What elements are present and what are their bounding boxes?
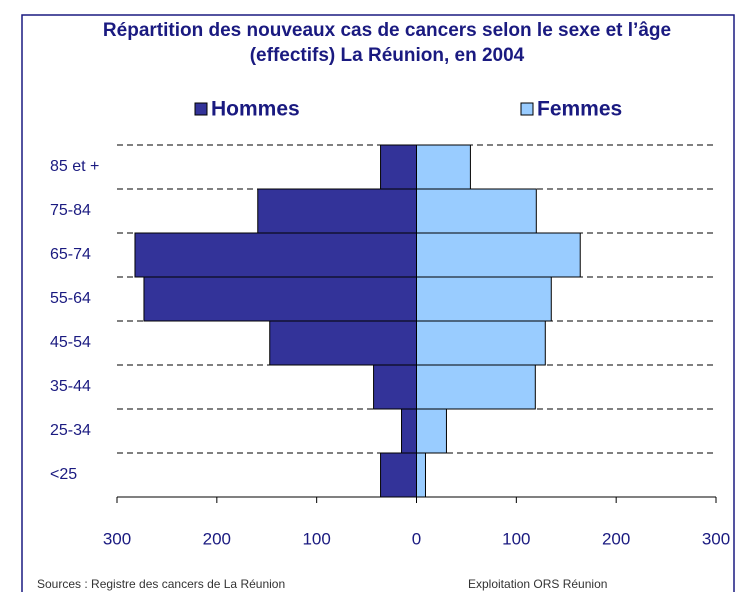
- y-tick-label: 25-34: [50, 422, 91, 439]
- bar: [134, 232, 417, 278]
- chart-title: Répartition des nouveaux cas de cancers …: [103, 20, 671, 41]
- x-tick-label: 200: [203, 529, 231, 548]
- y-tick-label: 75-84: [50, 202, 91, 219]
- legend-swatch: [520, 102, 534, 116]
- x-tick-label: 100: [502, 529, 530, 548]
- legend-swatch: [194, 102, 208, 116]
- x-tick-label: 100: [302, 529, 330, 548]
- y-tick-label: 45-54: [50, 334, 91, 351]
- y-tick-label: <25: [50, 466, 77, 483]
- x-tick-label: 300: [702, 529, 730, 548]
- x-tick-label: 300: [103, 529, 131, 548]
- y-tick-label: 35-44: [50, 378, 91, 395]
- bar: [380, 452, 417, 498]
- legend-label: Hommes: [211, 98, 300, 121]
- x-tick-label: 200: [602, 529, 630, 548]
- bar: [416, 276, 552, 322]
- y-tick-label: 55-64: [50, 290, 91, 307]
- chart-title: (effectifs) La Réunion, en 2004: [250, 45, 525, 66]
- source-note: Sources : Registre des cancers de La Réu…: [37, 577, 285, 591]
- y-tick-label: 85 et +: [50, 158, 99, 175]
- bar: [416, 188, 537, 234]
- bar: [401, 408, 417, 454]
- bar: [416, 452, 426, 498]
- bar: [257, 188, 418, 234]
- bar: [269, 320, 417, 366]
- bar: [373, 364, 417, 410]
- y-tick-label: 65-74: [50, 246, 91, 263]
- bar: [416, 408, 447, 454]
- x-tick-label: 0: [412, 529, 421, 548]
- bar: [416, 364, 536, 410]
- legend-label: Femmes: [537, 98, 622, 121]
- bar: [380, 144, 417, 190]
- bar: [416, 232, 581, 278]
- bar: [143, 276, 418, 322]
- bar: [416, 144, 471, 190]
- bar: [416, 320, 546, 366]
- source-note: Exploitation ORS Réunion: [468, 577, 607, 591]
